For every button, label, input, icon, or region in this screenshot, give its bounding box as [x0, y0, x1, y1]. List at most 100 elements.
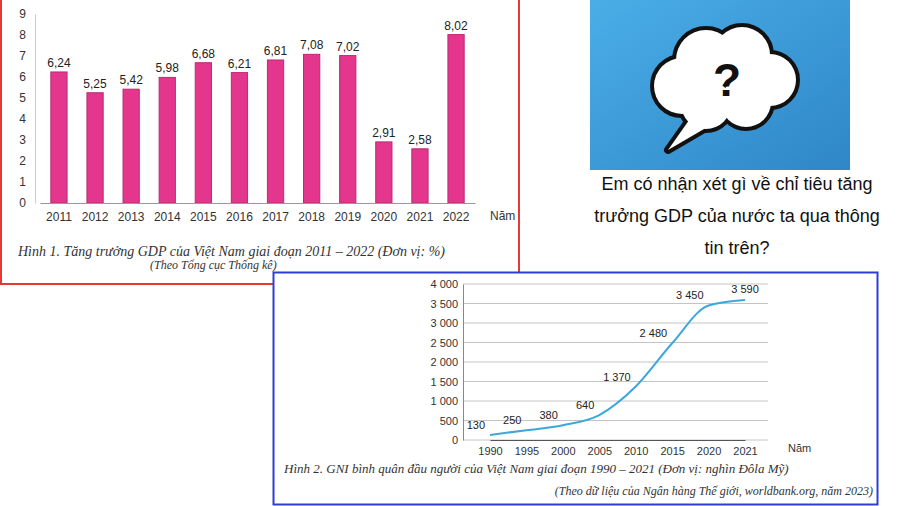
x-tick: 2015 — [660, 440, 684, 457]
x-tick: 2020 — [370, 203, 397, 224]
y-tick-label: 2 000 — [430, 356, 458, 368]
y-tick-label: 1 500 — [430, 376, 458, 388]
axis-line — [491, 440, 746, 441]
bar-chart: 0123456789201120122013201420152016201720… — [1, 0, 519, 284]
y-tick-label: 4 — [19, 112, 26, 126]
x-tick: 2010 — [624, 440, 648, 457]
data-label: 6,68 — [192, 47, 216, 61]
x-tick-label: 2005 — [588, 445, 612, 457]
y-tick-label: 9 — [19, 7, 26, 21]
y-tick-label: 1 000 — [430, 395, 458, 407]
y-tick: 1 000 — [430, 395, 463, 407]
data-label: 5,25 — [83, 77, 107, 91]
y-tick: 500 — [440, 415, 463, 427]
cloud-outline — [668, 116, 716, 150]
chart-frame — [1, 0, 519, 284]
data-label: 2,91 — [372, 126, 396, 140]
bar — [376, 142, 392, 203]
y-tick-label: 3 500 — [430, 298, 458, 310]
x-tick: 2014 — [154, 203, 181, 224]
bar — [87, 93, 103, 203]
y-tick: 8 — [19, 28, 35, 42]
question-text: Em có nhận xét gì về chỉ tiêu tăng — [601, 174, 872, 194]
x-tick-label: 2020 — [370, 210, 397, 224]
x-tick: 2017 — [262, 203, 289, 224]
y-tick-label: 2 500 — [430, 337, 458, 349]
data-label: 380 — [539, 409, 557, 421]
question-panel: ?Em có nhận xét gì về chỉ tiêu tăngtrưởn… — [590, 0, 880, 258]
y-tick-label: 5 — [19, 91, 26, 105]
y-tick-label: 4 000 — [430, 278, 458, 290]
data-label: 640 — [576, 399, 594, 411]
line — [490, 300, 745, 435]
x-tick: 2015 — [190, 203, 217, 224]
x-tick: 1995 — [515, 440, 539, 457]
question-text: tin trên? — [704, 238, 769, 258]
x-tick: 2016 — [226, 203, 253, 224]
y-tick-label: 3 — [19, 133, 26, 147]
x-tick: 2019 — [334, 203, 361, 224]
data-label: 5,98 — [156, 61, 180, 75]
data-label: 3 590 — [731, 283, 759, 295]
y-tick: 1 500 — [430, 376, 463, 388]
bar — [159, 77, 175, 203]
bar — [448, 35, 464, 203]
bars — [51, 35, 464, 203]
y-tick-label: 1 — [19, 175, 26, 189]
x-tick-label: 2018 — [298, 210, 325, 224]
y-tick: 2 000 — [430, 356, 463, 368]
y-tick: 3 500 — [430, 298, 463, 310]
data-labels: 130 250 380 640 1 370 2 480 3 450 3 590 — [467, 283, 759, 431]
y-axis: 0 1 2 3 4 5 6 7 8 9 — [19, 7, 35, 210]
data-label: 2,58 — [408, 133, 432, 147]
data-label: 1 370 — [603, 371, 631, 383]
x-tick: 2011 — [46, 203, 72, 224]
axis-line — [35, 15, 36, 204]
y-tick: 0 — [452, 434, 463, 446]
data-label: 2 480 — [640, 327, 668, 339]
x-tick: 2021 — [733, 440, 757, 457]
y-tick: 2 — [19, 154, 35, 168]
x-tick-label: 2021 — [407, 210, 434, 224]
data-label: 6,21 — [228, 57, 252, 71]
y-tick: 3 — [19, 133, 35, 147]
y-tick: 4 000 — [430, 278, 463, 290]
data-label: 250 — [503, 414, 521, 426]
x-tick: 2000 — [551, 440, 575, 457]
x-tick-label: 2019 — [334, 210, 361, 224]
y-tick-label: 2 — [19, 154, 26, 168]
y-tick-label: 500 — [440, 415, 458, 427]
x-tick-label: 2016 — [226, 210, 253, 224]
bar — [304, 54, 320, 203]
question-image — [590, 0, 850, 170]
y-tick-label: 8 — [19, 28, 26, 42]
data-label: 5,42 — [119, 73, 143, 87]
question-mark: ? — [713, 54, 741, 106]
page: 0123456789201120122013201420152016201720… — [0, 0, 900, 506]
grid-line — [463, 362, 768, 363]
x-tick: 2018 — [298, 203, 325, 224]
chart-frame — [274, 273, 878, 505]
caption: Hình 2. GNI bình quân đầu người của Việt… — [283, 461, 789, 476]
y-tick: 7 — [19, 49, 35, 63]
x-tick: 2022 — [443, 203, 470, 224]
y-tick-label: 6 — [19, 70, 26, 84]
data-label: 3 450 — [676, 289, 704, 301]
y-tick-label: 3 000 — [430, 317, 458, 329]
x-tick-label: 2020 — [697, 445, 721, 457]
data-label: 7,02 — [336, 40, 360, 54]
y-tick: 0 — [19, 196, 35, 210]
x-tick-label: 2021 — [733, 445, 757, 457]
x-axis: 19901995200020052010201520202021 — [478, 440, 757, 457]
grid-line — [463, 284, 768, 285]
y-tick: 2 500 — [430, 337, 463, 349]
y-tick-label: 7 — [19, 49, 26, 63]
lines — [490, 300, 745, 435]
bar — [123, 89, 139, 203]
x-tick-label: 2014 — [154, 210, 181, 224]
y-tick-label: 0 — [19, 196, 26, 210]
x-axis: 2011201220132014201520162017201820192020… — [41, 203, 476, 224]
data-label: 130 — [467, 419, 485, 431]
data-label: 6,24 — [47, 56, 71, 70]
bar — [231, 73, 247, 203]
